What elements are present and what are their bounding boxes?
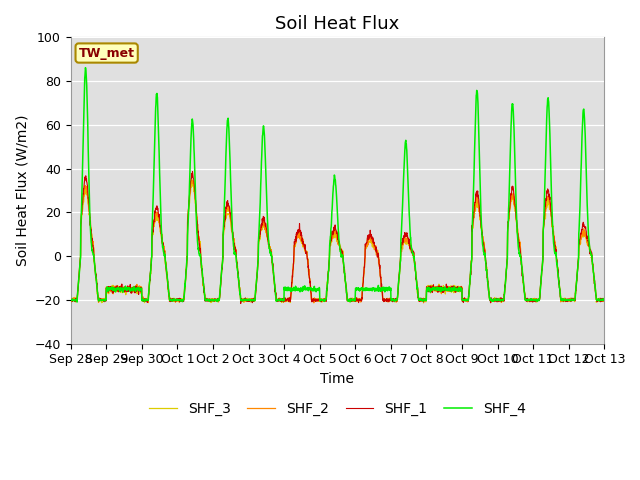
SHF_4 bbox=[353, 286, 361, 292]
SHF_3 bbox=[353, 297, 361, 303]
Line: SHF_4: SHF_4 bbox=[70, 68, 604, 302]
SHF_1 bbox=[568, 297, 576, 303]
SHF_1 bbox=[353, 297, 361, 302]
SHF_1 bbox=[600, 297, 608, 303]
SHF_2 bbox=[353, 297, 361, 302]
SHF_4 bbox=[568, 296, 576, 302]
SHF_4 bbox=[73, 299, 81, 305]
Line: SHF_3: SHF_3 bbox=[70, 181, 604, 303]
SHF_1 bbox=[189, 169, 196, 175]
SHF_3 bbox=[600, 297, 608, 303]
SHF_2 bbox=[216, 295, 223, 300]
SHF_2 bbox=[600, 297, 608, 303]
SHF_3 bbox=[554, 268, 561, 274]
SHF_4 bbox=[216, 291, 224, 297]
SHF_1 bbox=[554, 266, 561, 272]
SHF_4 bbox=[365, 287, 372, 292]
SHF_2 bbox=[493, 296, 500, 301]
X-axis label: Time: Time bbox=[321, 372, 355, 386]
Legend: SHF_3, SHF_2, SHF_1, SHF_4: SHF_3, SHF_2, SHF_1, SHF_4 bbox=[143, 396, 532, 422]
SHF_2 bbox=[365, 239, 372, 244]
SHF_4 bbox=[82, 65, 90, 71]
SHF_1 bbox=[493, 298, 500, 304]
SHF_4 bbox=[600, 297, 608, 303]
Y-axis label: Soil Heat Flux (W/m2): Soil Heat Flux (W/m2) bbox=[15, 115, 29, 266]
SHF_1 bbox=[365, 232, 372, 238]
SHF_3 bbox=[216, 290, 224, 296]
SHF_1 bbox=[216, 294, 223, 300]
SHF_3 bbox=[493, 298, 500, 304]
SHF_3 bbox=[568, 297, 576, 302]
SHF_2 bbox=[420, 300, 428, 306]
SHF_2 bbox=[67, 296, 74, 302]
Line: SHF_1: SHF_1 bbox=[70, 172, 604, 303]
SHF_1 bbox=[237, 300, 244, 306]
Line: SHF_2: SHF_2 bbox=[70, 180, 604, 303]
SHF_2 bbox=[554, 265, 561, 271]
Title: Soil Heat Flux: Soil Heat Flux bbox=[275, 15, 399, 33]
SHF_3 bbox=[365, 239, 372, 244]
SHF_3 bbox=[67, 297, 74, 303]
SHF_2 bbox=[188, 177, 196, 183]
SHF_4 bbox=[554, 264, 561, 270]
SHF_4 bbox=[493, 297, 500, 303]
SHF_2 bbox=[568, 296, 576, 302]
SHF_3 bbox=[188, 178, 195, 184]
SHF_4 bbox=[67, 297, 74, 302]
SHF_3 bbox=[141, 300, 148, 306]
Text: TW_met: TW_met bbox=[79, 47, 134, 60]
SHF_1 bbox=[67, 296, 74, 301]
